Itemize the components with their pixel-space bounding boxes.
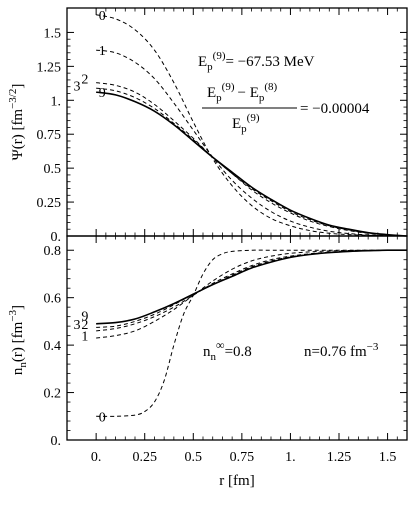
energy-e: E xyxy=(198,54,207,70)
bottom-panel-plot: 0. 0.2 0.4 0.6 0.8 0. 0.25 0.5 0.75 1. 1.25 1.5 93 21… xyxy=(44,236,408,465)
x-tick-label: 0.25 xyxy=(132,450,157,465)
top-y-label-main: Ψ(r) [fm xyxy=(10,109,26,161)
curve-label-1: 1 xyxy=(99,44,106,59)
convergence-denominator: Ep(9) xyxy=(232,112,260,135)
conv-num-b-sub: p xyxy=(259,92,265,104)
energy-sup: (9) xyxy=(213,50,226,62)
series-line-iteration-0 xyxy=(96,14,408,237)
curve-label-3: 3 xyxy=(74,79,81,94)
mean-density-annotation: n=0.76 fm−3 xyxy=(304,341,379,360)
series-line-iteration-1 xyxy=(96,49,408,237)
series-line-iteration-9 xyxy=(96,91,408,237)
y-tick-label: 1. xyxy=(51,94,62,109)
energy-annotation: Ep(9)= −67.53 MeV xyxy=(198,50,315,73)
x-axis-label: r [fm] xyxy=(219,473,254,489)
series-line-iteration-9 xyxy=(96,249,408,325)
conv-num-sup: (9) xyxy=(222,81,235,93)
bottom-y-label-rest: (r) [fm xyxy=(10,321,26,362)
conv-den-e: E xyxy=(232,116,241,132)
y-tick-label: 0. xyxy=(51,230,62,245)
y-tick-label: 0. xyxy=(51,434,62,449)
top-y-label-exp: −3/2 xyxy=(7,89,19,109)
conv-num-sub: p xyxy=(216,92,222,104)
x-tick-label: 1.5 xyxy=(379,450,397,465)
x-tick-label: 0.5 xyxy=(185,450,203,465)
ninf-value: =0.8 xyxy=(225,344,252,360)
top-panel-plot: 0. 0.25 0.5 0.75 1. 1.25 1.5 0 123 9 xyxy=(37,8,408,245)
ninf-sup: ∞ xyxy=(216,338,225,352)
y-tick-label: 0.5 xyxy=(44,162,62,177)
curve-label-0: 0 xyxy=(99,9,106,24)
conv-num-b-sup: (8) xyxy=(264,81,277,93)
curve-label-2: 2 xyxy=(81,318,88,333)
y-tick-label: 0.6 xyxy=(44,292,62,307)
y-tick-label: 0.4 xyxy=(44,339,62,354)
curve-label-0: 0 xyxy=(99,410,106,425)
y-tick-label: 1.25 xyxy=(37,60,62,75)
series-line-iteration-0 xyxy=(96,249,407,417)
bottom-panel-frame xyxy=(66,235,408,441)
curve-label-9: 9 xyxy=(99,86,106,101)
y-tick-label: 0.25 xyxy=(37,196,62,211)
x-tick-label: 1. xyxy=(285,450,296,465)
ninf-n: n xyxy=(203,344,211,360)
top-y-axis-label: Ψ(r) [fm−3/2] xyxy=(7,84,26,161)
conv-den-sub: p xyxy=(241,123,247,135)
x-tick-label: 0. xyxy=(91,450,102,465)
curve-label-3: 3 xyxy=(74,318,81,333)
n-sup: −3 xyxy=(367,341,379,353)
convergence-value: = −0.00004 xyxy=(300,101,370,117)
x-tick-label: 1.25 xyxy=(327,450,352,465)
convergence-numerator: Ep(9) − Ep(8) xyxy=(207,81,278,104)
bottom-y-label-close: ] xyxy=(10,305,26,310)
y-tick-label: 0.8 xyxy=(44,244,62,259)
bottom-y-label-sub: n xyxy=(17,362,29,368)
conv-den-sup: (9) xyxy=(247,112,260,124)
bottom-y-axis-label: nn(r) [fm−3] xyxy=(7,305,29,375)
y-tick-label: 1.5 xyxy=(44,26,62,41)
series-line-iteration-1 xyxy=(96,249,407,339)
series-line-iteration-2 xyxy=(96,82,408,237)
curve-label-9: 9 xyxy=(81,309,88,324)
conv-minus: − E xyxy=(238,85,259,101)
n-text: n=0.76 fm xyxy=(304,344,367,360)
top-y-label-close: ] xyxy=(10,84,26,89)
ninf-sub: n xyxy=(211,351,217,363)
x-tick-label: 0.75 xyxy=(230,450,255,465)
asymptotic-density-annotation: nn∞=0.8 xyxy=(203,338,252,363)
curve-label-1: 1 xyxy=(81,330,88,345)
series-line-iteration-3 xyxy=(96,249,408,328)
y-tick-label: 0.2 xyxy=(44,387,62,402)
bottom-y-label-main: n xyxy=(10,367,26,375)
series-line-iteration-2 xyxy=(96,249,408,332)
energy-sub: p xyxy=(207,61,213,73)
bottom-y-label-exp: −3 xyxy=(7,309,19,321)
conv-num-e: E xyxy=(207,85,216,101)
energy-value: = −67.53 MeV xyxy=(226,54,315,70)
y-tick-label: 0.75 xyxy=(37,128,62,143)
curve-label-2: 2 xyxy=(81,73,88,88)
